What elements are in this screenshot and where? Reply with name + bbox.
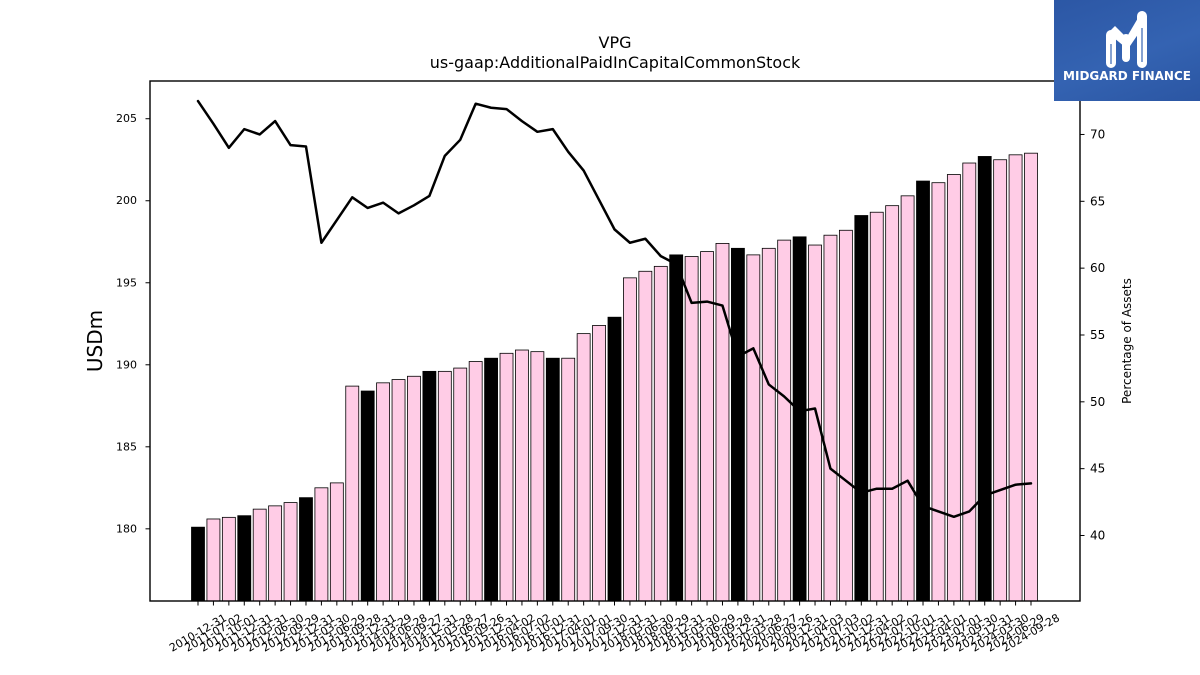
secondary-y-axis-label: Percentage of Assets [1120, 278, 1134, 404]
y-tick-label: 185 [116, 440, 137, 453]
logo-wordmark: MIDGARD FINANCE [1063, 69, 1191, 83]
y-tick-label: 195 [116, 276, 137, 289]
bar-2023-09-30 [962, 162, 977, 602]
bar-2020-06-27 [761, 247, 776, 602]
bar-2020-12-31 [792, 236, 807, 602]
bar-2022-04-02 [869, 211, 884, 602]
bar-2017-04-01 [561, 357, 576, 602]
bar-2023-07-01 [946, 174, 961, 602]
bar-2013-09-28 [345, 385, 360, 602]
chart-title: VPG [599, 33, 632, 52]
bar-2019-12-31 [731, 247, 745, 602]
bar-2014-12-31 [422, 370, 437, 602]
bar-2015-06-27 [453, 367, 468, 602]
secondary-y-tick-label: 50 [1090, 395, 1105, 409]
bar-2013-06-29 [329, 482, 344, 602]
secondary-y-tick-label: 60 [1090, 261, 1105, 275]
secondary-y-tick-label: 55 [1090, 328, 1105, 342]
bar-2015-09-26 [468, 361, 483, 602]
secondary-y-axis: 40 45 50 55 60 65 70 [1080, 127, 1105, 542]
bar-2011-10-01 [221, 516, 236, 602]
bar-2016-12-31 [545, 357, 560, 602]
bar-2013-12-31 [360, 390, 375, 602]
bar-2013-03-30 [314, 487, 329, 602]
bar-2024-09-28 [1024, 152, 1038, 602]
bar-2012-06-30 [268, 505, 283, 602]
bar-2014-09-27 [407, 375, 421, 602]
y-tick-label: 190 [116, 358, 137, 371]
bar-2012-12-31 [299, 497, 313, 602]
bar-2014-06-28 [391, 379, 406, 602]
midgard-logo-icon [1106, 11, 1147, 68]
secondary-y-tick-label: 70 [1090, 127, 1105, 141]
secondary-y-tick-label: 65 [1090, 194, 1105, 208]
bar-2016-10-01 [530, 351, 545, 602]
bar-2019-03-30 [684, 256, 699, 602]
bar-2023-12-31 [977, 156, 992, 602]
bar-2011-07-02 [206, 518, 221, 602]
bar-2017-12-31 [607, 316, 622, 602]
bar-2018-09-29 [653, 265, 668, 602]
bar-2022-07-02 [885, 205, 900, 602]
bar-2017-07-01 [576, 333, 591, 602]
midgard-finance-logo: MIDGARD FINANCE [1054, 0, 1200, 101]
bar-2016-04-02 [499, 352, 514, 602]
y-tick-label: 205 [116, 112, 137, 125]
bar-2024-06-29 [1008, 154, 1023, 602]
y-tick-label: 200 [116, 194, 137, 207]
line-series [196, 99, 1033, 519]
bar-2015-12-31 [484, 357, 498, 602]
bar-2018-03-31 [623, 277, 637, 602]
bar-2020-03-28 [746, 254, 761, 602]
secondary-y-tick-label: 45 [1090, 462, 1105, 476]
bar-2021-12-31 [854, 215, 869, 602]
bar-2011-12-31 [237, 515, 252, 602]
y-axis: 180 185 190 195 200 205 [116, 112, 150, 535]
bar-2020-09-26 [777, 239, 792, 602]
bar-2022-10-01 [900, 195, 915, 602]
secondary-y-tick-label: 40 [1090, 528, 1105, 542]
bar-2021-07-03 [823, 234, 838, 602]
bar-2010-12-31 [191, 526, 205, 602]
chart-subtitle: us-gaap:AdditionalPaidInCapitalCommonSto… [430, 53, 801, 72]
bar-2012-09-29 [283, 502, 298, 602]
bar-2022-12-31 [916, 180, 930, 602]
bar-2012-03-31 [252, 508, 267, 602]
y-axis-label: USDm [83, 310, 107, 372]
bar-2015-03-28 [437, 370, 452, 602]
y-tick-label: 180 [116, 522, 137, 535]
percentage-of-assets-line [196, 99, 1033, 519]
bar-2019-09-28 [715, 242, 730, 602]
bar-2016-07-02 [515, 349, 529, 602]
bar-2014-03-29 [376, 382, 391, 602]
bar-2018-06-30 [638, 270, 653, 602]
bar-2018-12-31 [669, 254, 684, 602]
bar-2023-04-01 [931, 182, 946, 602]
bar-2017-09-30 [592, 325, 606, 602]
bar-2021-10-02 [838, 229, 853, 602]
bar-2024-03-30 [993, 159, 1008, 602]
